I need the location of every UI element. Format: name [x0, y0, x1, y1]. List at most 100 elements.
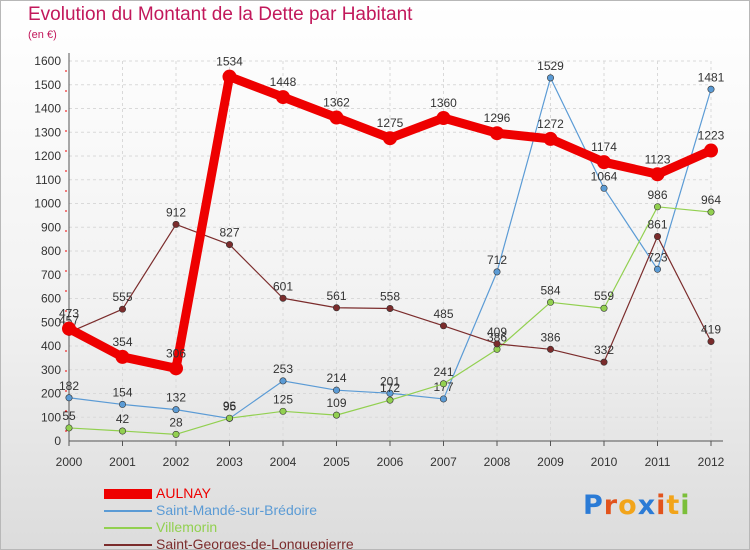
legend-swatch	[104, 510, 152, 512]
data-label: 201	[380, 374, 400, 388]
data-label: 28	[169, 415, 183, 429]
data-point	[119, 427, 127, 435]
data-point	[329, 110, 344, 125]
data-label: 386	[487, 330, 507, 344]
data-label: 55	[62, 409, 76, 423]
data-point	[546, 74, 554, 82]
data-label: 584	[540, 283, 560, 297]
data-point	[119, 400, 127, 408]
x-tick-label: 2009	[537, 455, 564, 469]
data-label: 1174	[591, 140, 617, 154]
data-label: 1123	[645, 152, 671, 166]
data-point	[493, 268, 501, 276]
y-tick-label: 1600	[34, 54, 61, 68]
y-tick-label: 600	[41, 292, 61, 306]
data-point	[386, 396, 394, 404]
logo-letter: P	[583, 490, 604, 521]
x-tick-label: 2004	[270, 455, 297, 469]
data-label: 42	[116, 412, 130, 426]
x-tick-label: 2008	[484, 455, 511, 469]
data-point	[600, 358, 608, 366]
data-label: 409	[487, 325, 507, 339]
x-tick-label: 2012	[698, 455, 725, 469]
data-label: 601	[273, 279, 293, 293]
y-tick-label: 900	[41, 220, 61, 234]
data-point	[279, 377, 287, 385]
y-tick-label: 100	[41, 410, 61, 424]
logo-letter: t	[666, 490, 681, 521]
y-tick-label: 1200	[34, 149, 61, 163]
data-point	[704, 143, 718, 158]
y-tick-label: 700	[41, 268, 61, 282]
data-point	[172, 220, 180, 228]
data-point	[169, 361, 183, 376]
data-point	[707, 208, 715, 216]
data-point	[119, 305, 127, 313]
x-tick-label: 2000	[56, 455, 83, 469]
y-tick-label: 1500	[34, 78, 61, 92]
x-tick-label: 2006	[377, 455, 404, 469]
data-point	[222, 69, 237, 84]
data-point	[493, 340, 501, 348]
data-point	[65, 424, 73, 432]
data-label: 96	[223, 399, 237, 413]
data-point	[546, 345, 554, 353]
data-label: 559	[594, 289, 614, 303]
data-label: 214	[326, 371, 346, 385]
legend-swatch	[104, 544, 152, 546]
logo-letter: i	[680, 490, 691, 521]
data-label: 558	[380, 289, 400, 303]
legend-item: Saint-Georges-de-Longuepierre	[104, 536, 444, 550]
data-point	[383, 131, 397, 146]
data-label: 1448	[270, 75, 297, 89]
y-tick-label: 400	[41, 339, 61, 353]
data-point	[279, 294, 287, 302]
data-point	[276, 90, 290, 105]
data-label: 555	[112, 290, 132, 304]
data-label: 827	[219, 226, 239, 240]
x-tick-label: 2005	[323, 455, 350, 469]
data-label: 723	[647, 250, 667, 264]
data-label: 241	[433, 365, 453, 379]
data-point	[490, 126, 504, 141]
data-label: 354	[112, 335, 132, 349]
data-label: 964	[701, 193, 721, 207]
legend-swatch	[104, 489, 152, 499]
data-point	[543, 131, 558, 146]
data-label: 1529	[537, 59, 564, 73]
y-tick-label: 200	[41, 387, 61, 401]
data-label: 986	[647, 188, 667, 202]
x-tick-label: 2001	[109, 455, 136, 469]
data-label: 561	[326, 289, 346, 303]
y-tick-label: 500	[41, 315, 61, 329]
data-point	[546, 298, 554, 306]
data-label: 172	[380, 381, 400, 395]
data-point	[650, 167, 665, 182]
data-label: 419	[701, 322, 721, 336]
legend-item: Villemorin	[104, 519, 444, 536]
data-label: 1223	[698, 129, 725, 143]
logo-letter: i	[656, 490, 667, 521]
x-tick-label: 2010	[591, 455, 618, 469]
y-tick-label: 1300	[34, 125, 61, 139]
data-point	[279, 407, 287, 415]
legend: AULNAY Saint-Mandé-sur-Brédoire Villemorin…	[104, 485, 444, 550]
y-tick-label: 300	[41, 363, 61, 377]
data-point	[653, 265, 661, 273]
data-point	[436, 111, 451, 125]
data-point	[386, 304, 394, 312]
legend-swatch	[104, 527, 152, 529]
y-tick-label: 1000	[34, 197, 61, 211]
data-point	[172, 406, 180, 414]
legend-item: Saint-Mandé-sur-Brédoire	[104, 502, 444, 519]
data-label: 332	[594, 343, 614, 357]
data-label: 1064	[591, 169, 618, 183]
data-label: 154	[112, 385, 132, 399]
legend-label: Saint-Georges-de-Longuepierre	[156, 536, 354, 550]
data-label: 861	[647, 218, 667, 232]
data-label: 485	[433, 307, 453, 321]
data-label: 1362	[323, 96, 350, 110]
data-label: 1296	[484, 111, 511, 125]
data-point	[653, 233, 661, 241]
